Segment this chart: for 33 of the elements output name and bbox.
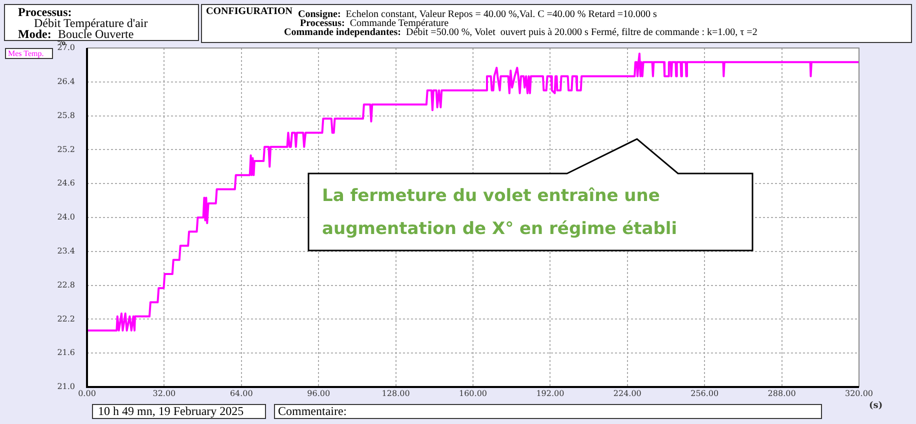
x-tick-label: 96.00 — [307, 388, 330, 398]
text: 10 h 49 mn, 19 February 2025 — [98, 404, 244, 418]
annotation: La fermeture du volet entraîne une augmentation de X° en régime établi — [322, 185, 678, 241]
x-tick-label: 224.00 — [613, 388, 642, 398]
text: Consigne: Echelon constant, Valeur Repos = 40.00 %,Val. C =40.00 % Retard =10.000 s — [298, 9, 657, 20]
x-tick-label: 0.00 — [78, 388, 96, 398]
text: Mes Temp. — [5, 48, 53, 59]
y-tick-label: 23.4 — [57, 246, 75, 256]
y-tick-label: 21.6 — [57, 348, 75, 358]
y-tick-label: 22.2 — [57, 314, 75, 324]
text: Débit Température d'air — [34, 16, 148, 30]
x-tick-label: 256.00 — [690, 388, 719, 398]
x-tick-label: 64.00 — [230, 388, 253, 398]
y-tick-label: 25.2 — [57, 144, 75, 154]
x-tick-label: 128.00 — [382, 388, 410, 398]
x-tick-label: 160.00 — [459, 388, 487, 398]
text: Mode: — [18, 27, 52, 41]
y-tick-label: 25.8 — [57, 110, 75, 120]
y-tick-label: 24.6 — [57, 178, 75, 188]
text: Commentaire: — [278, 404, 347, 418]
x-tick-label: 288.00 — [768, 388, 796, 398]
text: CONFIGURATION — [206, 6, 292, 17]
text: Commande independantes: Débit =50.00 %, Volet ouvert puis à 20.000 s Fermé, filtre de commande : k=1.00, τ =2 — [284, 27, 758, 38]
text: Processus: Commande Température — [300, 18, 449, 29]
x-tick-label: 192.00 — [536, 388, 564, 398]
y-tick-label: 21.0 — [57, 382, 75, 392]
y-tick-label: 26.4 — [57, 76, 75, 86]
y-tick-label: 22.8 — [57, 280, 75, 290]
y-tick-label: 24.0 — [57, 212, 75, 222]
x-axis-title: (s) — [869, 400, 883, 411]
text: Processus: — [18, 5, 72, 19]
x-tick-label: 32.00 — [152, 388, 176, 398]
x-tick-label: 320.00 — [845, 388, 873, 398]
